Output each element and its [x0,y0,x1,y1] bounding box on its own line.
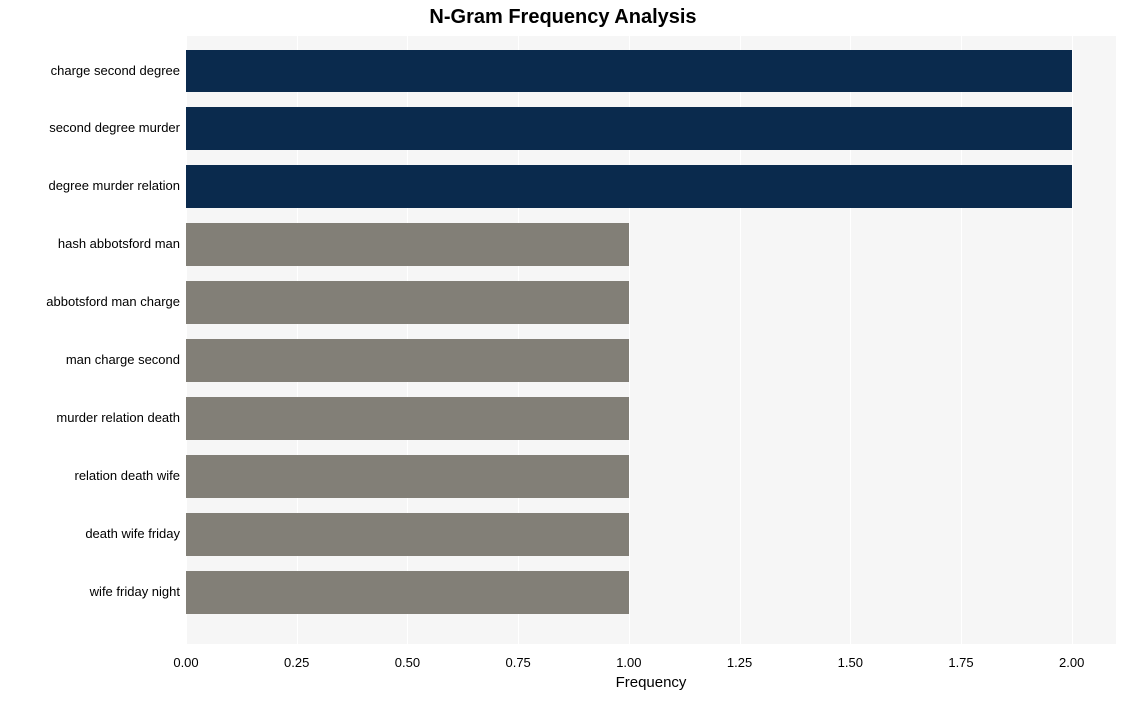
x-tick-label: 1.00 [616,655,641,670]
x-tick-label: 1.75 [948,655,973,670]
y-tick-label: degree murder relation [48,178,180,193]
x-axis-label: Frequency [601,674,701,691]
gridline [1072,36,1073,644]
plot-area [186,36,1116,644]
y-tick-label: death wife friday [85,526,180,541]
x-tick-label: 1.25 [727,655,752,670]
y-tick-label: second degree murder [49,120,180,135]
bar [186,339,629,382]
y-tick-label: man charge second [66,352,180,367]
bar [186,281,629,324]
y-tick-label: relation death wife [74,468,180,483]
x-tick-label: 0.50 [395,655,420,670]
x-tick-label: 0.25 [284,655,309,670]
chart-title: N-Gram Frequency Analysis [0,6,1126,29]
bar [186,223,629,266]
bar [186,397,629,440]
bar [186,571,629,614]
x-tick-label: 2.00 [1059,655,1084,670]
y-tick-label: wife friday night [90,584,180,599]
y-tick-label: abbotsford man charge [46,294,180,309]
bar [186,513,629,556]
y-tick-label: hash abbotsford man [58,236,180,251]
bar [186,165,1072,208]
x-tick-label: 0.00 [173,655,198,670]
bar [186,50,1072,93]
x-tick-label: 0.75 [505,655,530,670]
y-tick-label: charge second degree [51,63,180,78]
x-tick-label: 1.50 [838,655,863,670]
bar [186,107,1072,150]
y-tick-label: murder relation death [56,410,180,425]
bar [186,455,629,498]
ngram-frequency-chart: N-Gram Frequency Analysis Frequency 0.00… [0,0,1126,701]
